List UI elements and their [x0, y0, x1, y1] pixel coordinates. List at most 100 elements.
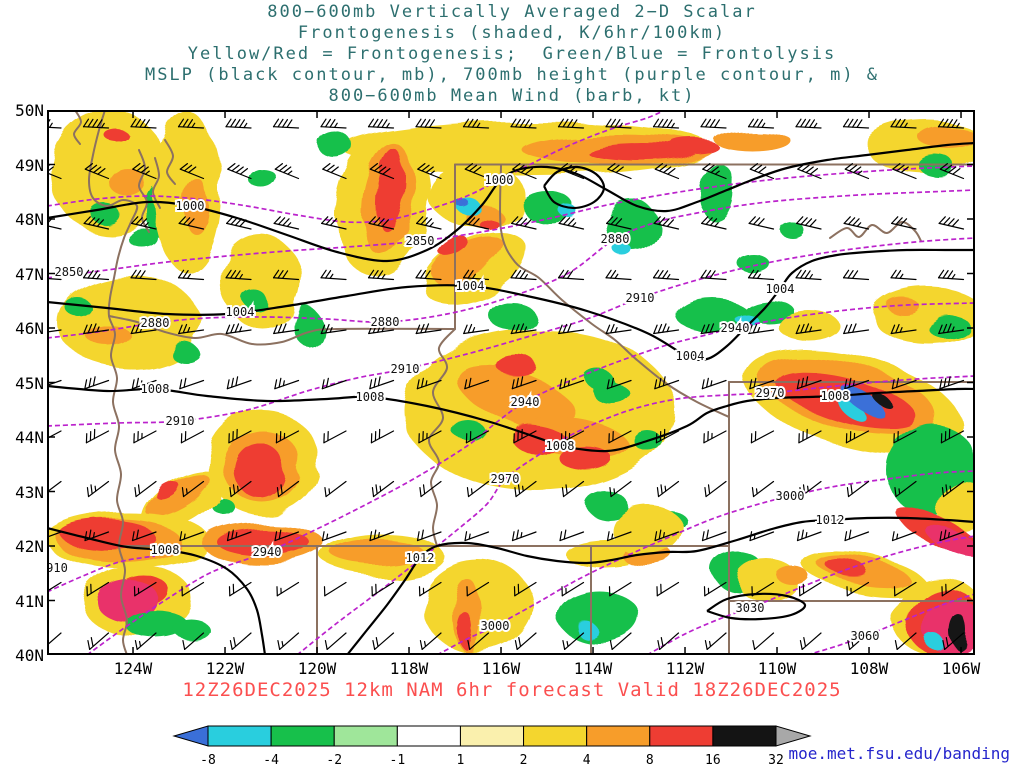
wind-barb — [368, 323, 395, 335]
colorbar: -8 -4 -2 -1 1 2 4 8 16 32 — [172, 725, 812, 768]
contour-label: 2940 — [721, 321, 750, 335]
wind-barb — [418, 430, 442, 444]
wind-barb — [323, 581, 347, 597]
wind-barb — [47, 379, 62, 386]
shading-blob — [951, 616, 969, 650]
wind-barb — [415, 118, 442, 129]
wind-barb — [182, 632, 205, 651]
wind-barb — [558, 323, 585, 335]
wind-barb — [654, 162, 680, 180]
lon-tick-label: 112W — [665, 659, 705, 678]
wind-barb — [367, 118, 395, 129]
wind-barb — [606, 377, 632, 390]
contour-label: 2970 — [756, 386, 785, 400]
wind-barb — [179, 162, 205, 180]
wind-barb — [562, 632, 585, 651]
wind-barb — [84, 376, 110, 390]
wind-barb — [891, 216, 917, 230]
shading-layer — [47, 110, 975, 655]
wind-barb — [229, 632, 252, 651]
wind-barb — [130, 323, 157, 335]
colorbar-arrow-left — [172, 725, 209, 747]
wind-barb — [512, 162, 537, 180]
wind-barb — [560, 430, 585, 444]
wind-barb — [844, 377, 870, 390]
wind-barb — [510, 269, 537, 281]
wind-barb — [749, 162, 775, 180]
wind-barbs — [47, 118, 965, 651]
wind-barb — [704, 632, 727, 651]
wind-barb — [652, 118, 680, 129]
shading-blob — [612, 505, 684, 557]
shading-blob — [168, 342, 198, 360]
wind-barb — [83, 216, 110, 230]
wind-barb — [82, 118, 110, 129]
wind-barb — [559, 162, 585, 180]
wind-barb — [892, 162, 917, 180]
wind-barb — [561, 581, 585, 597]
wind-barb — [226, 529, 252, 542]
wind-barb — [132, 162, 157, 180]
lat-tick-label: 40N — [15, 646, 44, 665]
wind-barb — [559, 529, 585, 542]
wind-barb — [86, 581, 110, 597]
border-line — [73, 110, 82, 145]
wind-barb — [795, 118, 822, 129]
credit-url[interactable]: moe.met.fsu.edu/banding — [788, 744, 1010, 763]
contour-label: 1004 — [456, 279, 485, 293]
wind-barb — [465, 430, 490, 444]
wind-barb — [890, 118, 917, 129]
wind-barb — [467, 632, 490, 651]
contour-labels: 2850 2850 2880 2880 2880 2910 2910 2910 2940 2940… — [47, 171, 881, 645]
mslp-contour — [47, 248, 975, 362]
wind-barb — [657, 632, 680, 651]
wind-barb — [229, 480, 252, 498]
shading-blob — [458, 613, 474, 649]
lon-tick-label: 106W — [941, 659, 981, 678]
colorbar-segment — [396, 725, 461, 747]
wind-barb — [748, 323, 775, 335]
contour-label: 3000 — [481, 619, 510, 633]
wind-barb — [177, 269, 205, 281]
shading-blob — [699, 162, 735, 222]
shading-blob — [777, 567, 809, 585]
wind-barb — [134, 632, 157, 651]
wind-barb — [749, 531, 775, 542]
wind-barb — [466, 581, 490, 597]
colorbar-segment — [523, 725, 588, 747]
wind-barb — [179, 377, 205, 390]
height-contour — [806, 593, 975, 655]
wind-barb — [606, 216, 632, 230]
lat-tick-label: 48N — [15, 210, 44, 229]
colorbar-segment — [459, 725, 525, 747]
wind-barb — [226, 216, 252, 230]
wind-barb — [514, 480, 537, 498]
contour-label: 1000 — [176, 199, 205, 213]
height-contour — [436, 470, 975, 655]
wind-barb — [322, 162, 347, 180]
wind-barb — [276, 480, 300, 498]
mslp-contour — [346, 516, 975, 655]
shading-blob — [248, 168, 276, 188]
shading-blob — [562, 449, 614, 473]
wind-barb — [275, 430, 300, 444]
border-line — [108, 315, 456, 346]
shading-blob — [924, 525, 975, 557]
wind-barb — [891, 377, 917, 390]
wind-barb — [846, 480, 870, 498]
contour-label: 2880 — [601, 232, 630, 246]
lat-tick-label: 41N — [15, 591, 44, 611]
wind-barb — [511, 216, 537, 230]
wind-barb — [466, 480, 490, 498]
contour-label: 2940 — [511, 395, 540, 409]
wind-barb — [701, 529, 727, 542]
wind-barb — [557, 118, 585, 129]
shading-blob — [243, 291, 267, 309]
shading-blob — [489, 302, 535, 330]
shading-blob — [839, 400, 867, 422]
mslp-contours — [47, 141, 975, 655]
wind-barb — [747, 118, 775, 129]
wind-barb — [700, 269, 727, 281]
wind-barb — [130, 118, 157, 129]
shading-blob — [927, 314, 969, 338]
